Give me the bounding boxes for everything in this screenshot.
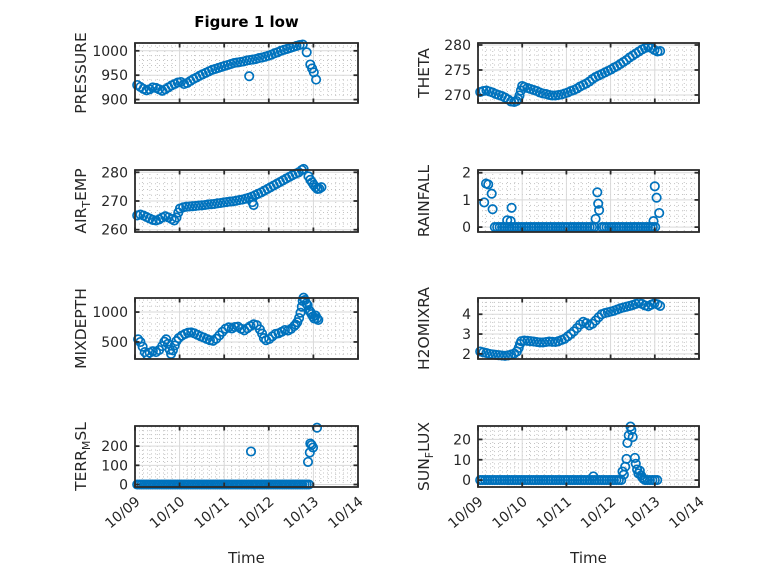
terr-msl-markers [132, 422, 323, 490]
terr-msl-ytick-labels: 0 100 200 [101, 439, 128, 493]
theta-ytick-labels: 270 275 280 [444, 38, 471, 104]
svg-text:950: 950 [101, 68, 128, 84]
mixdepth-ytick-labels: 500 1000 [92, 305, 128, 351]
sun-flux-xtick-labels: 10/09 10/10 10/11 10/12 10/13 10/14 [445, 494, 707, 532]
svg-text:260: 260 [101, 223, 128, 239]
svg-text:2: 2 [462, 166, 471, 182]
svg-text:10/11: 10/11 [192, 494, 233, 532]
svg-text:100: 100 [101, 458, 128, 474]
svg-text:10/10: 10/10 [147, 494, 188, 532]
terr-msl-ylabel: TERRMSL [72, 422, 93, 492]
svg-text:270: 270 [444, 88, 471, 104]
pressure-ylabel: PRESSURE [72, 32, 90, 114]
theta-minor-grid [478, 43, 699, 103]
sun-flux-markers [475, 421, 663, 486]
svg-text:10: 10 [453, 453, 471, 469]
h2omixra-ytick-labels: 2 3 4 [462, 307, 471, 363]
svg-text:10/13: 10/13 [281, 494, 322, 532]
mixdepth-markers [133, 292, 324, 360]
svg-text:0: 0 [462, 473, 471, 489]
svg-text:280: 280 [444, 38, 471, 54]
mixdepth-axes [134, 297, 359, 360]
svg-text:280: 280 [101, 165, 128, 181]
svg-text:10/11: 10/11 [534, 494, 575, 532]
sun-flux-ylabel: SUNFLUX [415, 422, 436, 491]
sun-flux-axes [477, 425, 700, 488]
svg-text:20: 20 [453, 432, 471, 448]
rainfall-ylabel: RAINFALL [415, 164, 433, 237]
subplot-rainfall: 0 1 2 RAINFALL [415, 164, 700, 237]
pressure-axes [134, 42, 359, 104]
rainfall-markers [479, 178, 665, 233]
theta-ylabel: THETA [415, 48, 433, 99]
svg-text:10/13: 10/13 [622, 494, 663, 532]
terr-msl-major-grid [134, 426, 359, 487]
rainfall-minor-grid [478, 170, 699, 232]
svg-text:0: 0 [119, 478, 128, 494]
svg-text:10/12: 10/12 [578, 494, 619, 532]
svg-text:10/10: 10/10 [490, 494, 531, 532]
svg-text:3: 3 [462, 327, 471, 343]
svg-text:900: 900 [101, 93, 128, 109]
sun-flux-ytick-labels: 0 10 20 [453, 432, 471, 489]
rainfall-ytick-labels: 0 1 2 [462, 166, 471, 236]
theta-axes [477, 42, 700, 104]
terr-msl-xtick-labels: 10/09 10/10 10/11 10/12 10/13 10/14 [102, 494, 366, 532]
sun-flux-minor-grid [478, 426, 699, 487]
svg-text:10/09: 10/09 [445, 494, 486, 532]
svg-text:4: 4 [462, 307, 471, 323]
pressure-markers [132, 39, 322, 96]
air-temp-markers [132, 163, 327, 226]
air-temp-ytick-labels: 260 270 280 [101, 165, 128, 238]
svg-text:0: 0 [462, 220, 471, 236]
svg-text:500: 500 [101, 335, 128, 351]
rainfall-axes [477, 169, 700, 233]
svg-text:10/14: 10/14 [666, 494, 707, 532]
x-axis-label-right: Time [570, 549, 607, 567]
subplot-theta: 270 275 280 THETA [415, 38, 700, 108]
svg-text:10/09: 10/09 [102, 494, 143, 532]
mixdepth-ylabel: MIXDEPTH [72, 288, 90, 369]
svg-text:1: 1 [462, 193, 471, 209]
x-axis-label-left: Time [228, 549, 265, 567]
svg-text:1000: 1000 [92, 44, 128, 60]
svg-text:10/14: 10/14 [325, 494, 366, 532]
figure-title: Figure 1 low [194, 13, 299, 31]
terr-msl-axes [134, 425, 359, 488]
h2omixra-ylabel: H2OMIXRA [415, 287, 433, 370]
terr-msl-minor-grid [135, 426, 358, 487]
h2omixra-markers [475, 297, 666, 361]
svg-text:2: 2 [462, 347, 471, 363]
subplot-h2omixra: 2 3 4 H2OMIXRA [415, 287, 700, 370]
air-temp-ylabel: AIRTEMP [72, 168, 93, 233]
h2omixra-axes [477, 297, 700, 360]
subplot-sun-flux: 0 10 20 SUNFLUX 10/09 10/10 10/11 10/12 10/13 10/… [415, 421, 708, 532]
air-temp-axes [134, 169, 359, 233]
svg-text:270: 270 [101, 194, 128, 210]
subplot-air-temp: 260 270 280 AIRTEMP [72, 163, 359, 239]
subplot-terr-msl: 0 100 200 TERRMSL 10/09 10/10 10/11 10/12 10/13 1… [72, 422, 367, 532]
svg-text:1000: 1000 [92, 305, 128, 321]
pressure-ytick-labels: 900 950 1000 [92, 44, 128, 109]
svg-text:275: 275 [444, 63, 471, 79]
svg-text:10/12: 10/12 [236, 494, 277, 532]
svg-text:200: 200 [101, 439, 128, 455]
